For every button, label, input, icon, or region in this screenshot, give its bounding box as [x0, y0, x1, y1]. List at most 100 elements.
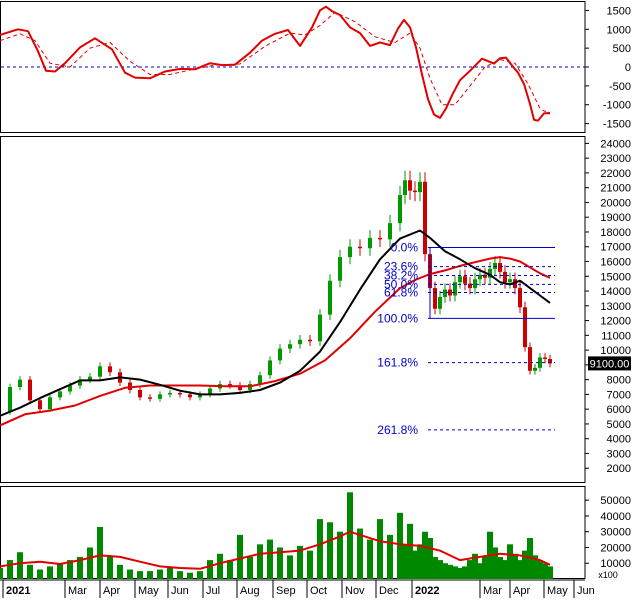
candle-body	[368, 237, 372, 249]
long-moving-average-line	[0, 256, 551, 427]
y-tick-label: 1500	[607, 5, 631, 17]
volume-bar	[77, 556, 83, 579]
candle-body	[488, 268, 492, 278]
candle-body	[228, 384, 232, 386]
fib-level-label: 161.8%	[377, 356, 418, 370]
x-tick-label: Jun	[577, 585, 595, 597]
x-tick-label: Jul	[206, 585, 220, 597]
y-tick-label: 24000	[600, 138, 631, 150]
volume-bar	[57, 563, 63, 579]
oscillator-panel: 1500 1000 500 0 -500 -1000 -1500	[0, 1, 631, 133]
volume-bar	[287, 555, 293, 579]
volume-bar	[357, 528, 363, 579]
volume-bar	[467, 560, 473, 579]
y-tick-label: 2000	[607, 463, 631, 475]
volume-bar	[257, 544, 263, 579]
candle-body	[48, 397, 52, 410]
volume-bar	[277, 547, 283, 579]
candle-body	[538, 357, 542, 368]
candle-body	[308, 339, 312, 342]
volume-bar	[347, 492, 353, 579]
volume-bar	[187, 572, 193, 579]
candle-body	[478, 274, 482, 280]
candle-body	[448, 289, 452, 296]
candle-body	[518, 288, 522, 308]
volume-moving-average-line	[0, 530, 551, 570]
candle-body	[158, 394, 162, 399]
candle-body	[18, 379, 22, 388]
volume-bar	[477, 563, 483, 579]
volume-bar	[67, 560, 73, 579]
volume-bar	[457, 567, 463, 579]
volume-bar	[522, 550, 528, 579]
candle-body	[513, 279, 517, 289]
x-tick-label: Jun	[171, 585, 189, 597]
volume-bar	[367, 539, 373, 579]
candle-body	[168, 392, 172, 395]
x-tick-label: Apr	[103, 585, 120, 597]
volume-bar	[547, 566, 553, 579]
y-tick-label: 20000	[600, 197, 631, 209]
volume-bar	[327, 522, 333, 579]
x-tick-label: Apr	[513, 585, 530, 597]
y-tick-label: 23000	[600, 153, 631, 165]
candle-body	[198, 394, 202, 398]
volume-bar	[377, 519, 383, 579]
volume-bar	[482, 556, 488, 579]
y-tick-label: 22000	[600, 168, 631, 180]
y-tick-label: 50000	[600, 495, 631, 507]
candle-body	[403, 180, 407, 196]
volume-bar	[127, 569, 133, 579]
short-moving-average-line	[0, 229, 551, 417]
y-tick-label: 1000	[607, 24, 631, 36]
candle-body	[148, 397, 152, 399]
fib-level-label: 23.6%	[384, 260, 418, 274]
volume-bar	[422, 531, 428, 579]
volume-bar	[402, 544, 408, 579]
candle-body	[58, 391, 62, 398]
volume-bar	[207, 560, 213, 579]
candle-body	[493, 262, 497, 269]
candle-body	[523, 307, 527, 348]
y-tick-label: 40000	[600, 511, 631, 523]
candle-body	[138, 389, 142, 398]
volume-bar	[472, 553, 478, 579]
candle-body	[463, 276, 467, 284]
x-tick-label: Oct	[310, 585, 327, 597]
volume-bar	[87, 547, 93, 579]
volume-bar	[47, 566, 53, 579]
volume-bar	[452, 566, 458, 579]
candle-body	[533, 367, 537, 371]
candle-body	[468, 283, 472, 289]
x-tick-label: Dec	[379, 585, 399, 597]
volume-bar	[532, 555, 538, 579]
y-tick-label: 10000	[600, 558, 631, 570]
y-tick-label: 500	[613, 43, 631, 55]
y-tick-label: 10000	[600, 345, 631, 357]
y-tick-label: 13000	[600, 301, 631, 313]
volume-bar	[517, 560, 523, 579]
volume-bar	[167, 567, 173, 579]
fib-level-label: 100.0%	[377, 311, 418, 325]
volume-bar	[247, 556, 253, 579]
volume-bar	[107, 556, 113, 579]
x-axis: 2021 Mar Apr May Jun Jul Aug Sep Oct Nov Dec 2022 Ma…	[0, 579, 595, 598]
volume-bar	[267, 539, 273, 579]
y-tick-label: -500	[609, 81, 631, 93]
price-panel: 2000300040005000600070008000900010000110…	[0, 136, 631, 483]
candle-body	[178, 392, 182, 395]
candle-body	[68, 385, 72, 392]
volume-bar	[137, 571, 143, 579]
x-tick-label: Aug	[240, 585, 260, 597]
volume-bar	[117, 564, 123, 579]
candle-body	[498, 262, 502, 272]
candle-body	[398, 195, 402, 224]
candle-body	[548, 358, 552, 364]
y-tick-label: 11000	[601, 330, 631, 342]
candle-body	[443, 289, 447, 297]
y-tick-label: 16000	[600, 257, 631, 269]
candle-body	[438, 296, 442, 309]
volume-bar	[507, 544, 513, 579]
volume-panel: 10000 20000 30000 40000 50000 x100	[0, 486, 631, 580]
volume-bar	[437, 560, 443, 579]
